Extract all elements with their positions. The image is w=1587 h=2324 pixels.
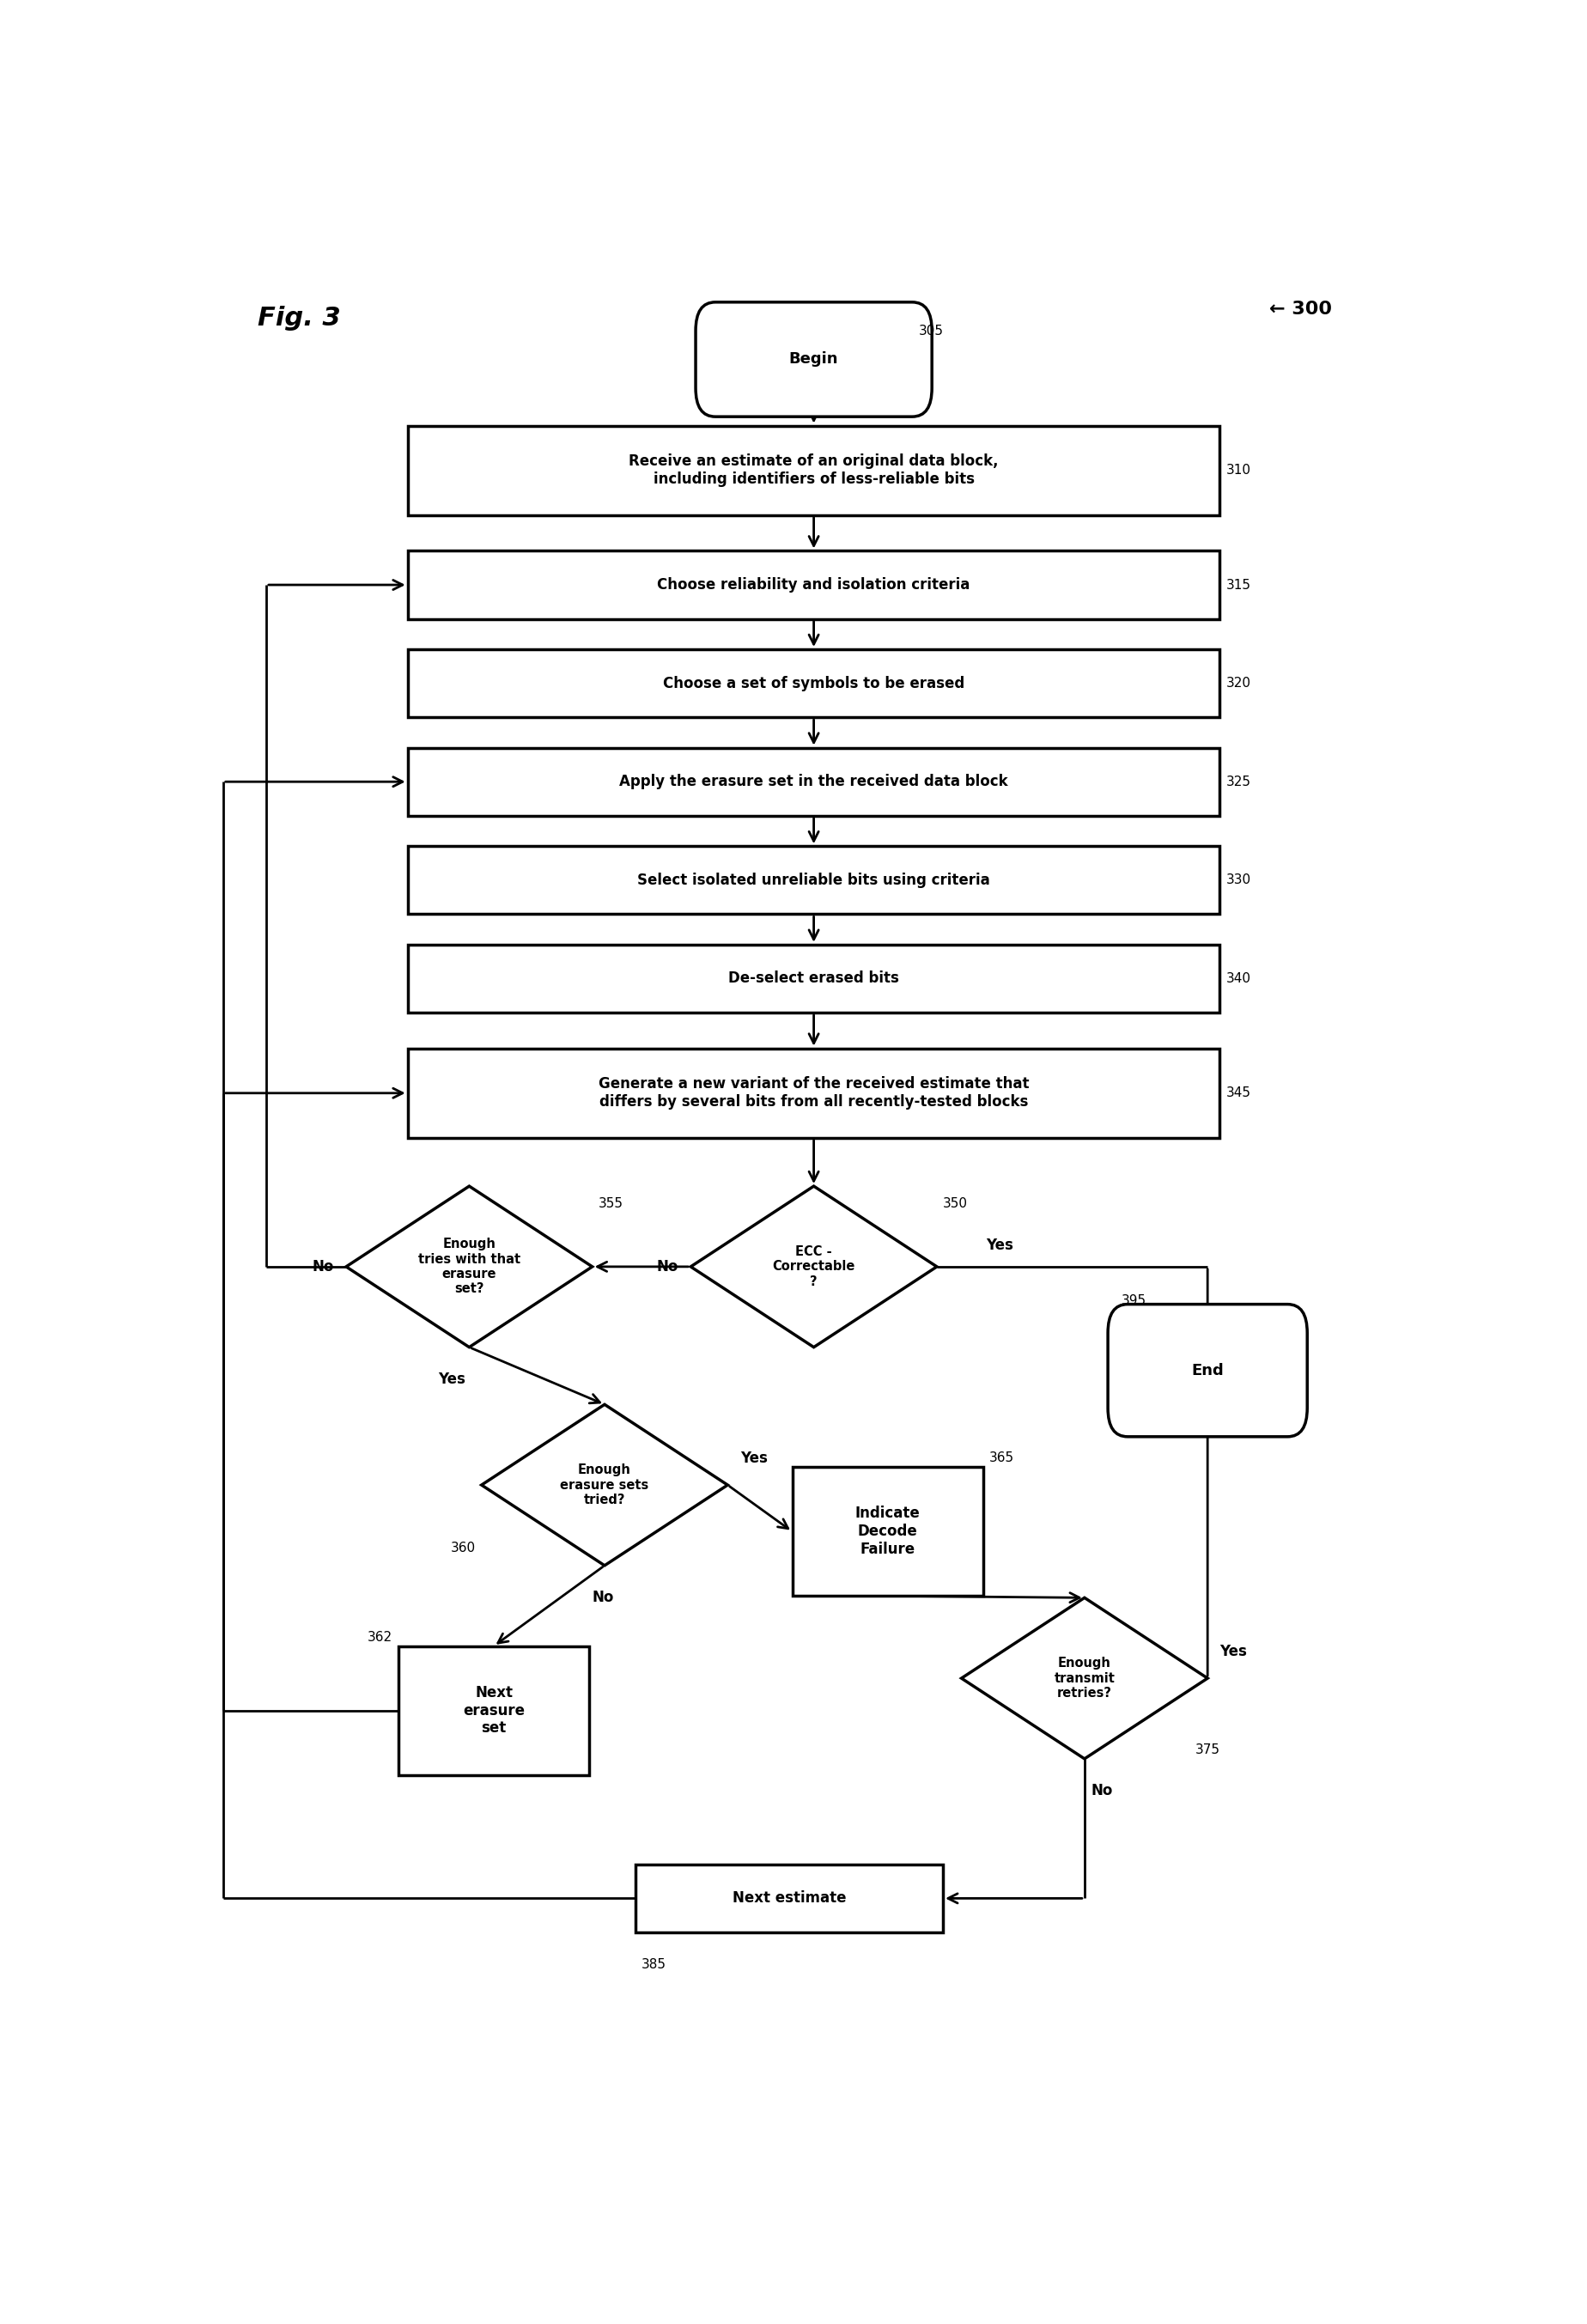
Polygon shape bbox=[690, 1185, 936, 1348]
Text: Apply the erasure set in the received data block: Apply the erasure set in the received da… bbox=[619, 774, 1008, 790]
Text: De-select erased bits: De-select erased bits bbox=[728, 971, 898, 985]
Text: No: No bbox=[592, 1590, 614, 1606]
Bar bbox=[408, 846, 1219, 913]
Text: 345: 345 bbox=[1225, 1088, 1251, 1099]
Bar bbox=[635, 1864, 943, 1931]
Text: 385: 385 bbox=[641, 1959, 667, 1971]
Text: 315: 315 bbox=[1225, 579, 1251, 590]
Text: ← 300: ← 300 bbox=[1268, 300, 1331, 318]
Bar bbox=[398, 1645, 589, 1776]
Text: 310: 310 bbox=[1225, 465, 1251, 476]
Text: 365: 365 bbox=[989, 1452, 1014, 1464]
Text: Next estimate: Next estimate bbox=[732, 1892, 846, 1906]
Text: 320: 320 bbox=[1225, 676, 1251, 690]
Polygon shape bbox=[481, 1404, 727, 1566]
Text: Fig. 3: Fig. 3 bbox=[257, 307, 341, 330]
Text: Receive an estimate of an original data block,
including identifiers of less-rel: Receive an estimate of an original data … bbox=[628, 453, 998, 488]
Bar bbox=[408, 748, 1219, 816]
Text: 375: 375 bbox=[1195, 1743, 1219, 1757]
FancyBboxPatch shape bbox=[1108, 1304, 1306, 1436]
Text: ECC -
Correctable
?: ECC - Correctable ? bbox=[771, 1246, 855, 1287]
Bar bbox=[408, 944, 1219, 1013]
Text: Yes: Yes bbox=[438, 1371, 465, 1387]
Text: Choose a set of symbols to be erased: Choose a set of symbols to be erased bbox=[663, 676, 963, 690]
Bar bbox=[408, 551, 1219, 618]
Text: Yes: Yes bbox=[986, 1236, 1013, 1253]
Text: 355: 355 bbox=[598, 1197, 624, 1211]
Text: Yes: Yes bbox=[1219, 1643, 1246, 1659]
Text: 362: 362 bbox=[367, 1631, 392, 1643]
Text: Enough
transmit
retries?: Enough transmit retries? bbox=[1054, 1657, 1114, 1699]
Text: Begin: Begin bbox=[789, 351, 838, 367]
Text: 360: 360 bbox=[451, 1541, 475, 1555]
Text: 340: 340 bbox=[1225, 971, 1251, 985]
Text: End: End bbox=[1190, 1362, 1224, 1378]
Text: No: No bbox=[313, 1260, 333, 1274]
Text: Select isolated unreliable bits using criteria: Select isolated unreliable bits using cr… bbox=[636, 872, 990, 888]
FancyBboxPatch shape bbox=[695, 302, 932, 416]
Bar bbox=[408, 425, 1219, 516]
Text: Enough
tries with that
erasure
set?: Enough tries with that erasure set? bbox=[417, 1239, 521, 1294]
Text: Indicate
Decode
Failure: Indicate Decode Failure bbox=[855, 1506, 919, 1557]
Text: 325: 325 bbox=[1225, 776, 1251, 788]
Bar bbox=[792, 1466, 982, 1597]
Text: Generate a new variant of the received estimate that
differs by several bits fro: Generate a new variant of the received e… bbox=[598, 1076, 1028, 1111]
Text: 395: 395 bbox=[1120, 1294, 1146, 1306]
Text: Next
erasure
set: Next erasure set bbox=[463, 1685, 524, 1736]
Polygon shape bbox=[346, 1185, 592, 1348]
Text: Choose reliability and isolation criteria: Choose reliability and isolation criteri… bbox=[657, 576, 970, 593]
Text: No: No bbox=[1090, 1783, 1112, 1799]
Text: 305: 305 bbox=[917, 325, 943, 337]
Text: Yes: Yes bbox=[740, 1450, 767, 1466]
Text: Enough
erasure sets
tried?: Enough erasure sets tried? bbox=[560, 1464, 649, 1506]
Bar bbox=[408, 1048, 1219, 1139]
Polygon shape bbox=[960, 1597, 1206, 1759]
Text: No: No bbox=[657, 1260, 678, 1274]
Bar bbox=[408, 648, 1219, 718]
Text: 350: 350 bbox=[943, 1197, 968, 1211]
Text: 330: 330 bbox=[1225, 874, 1251, 885]
